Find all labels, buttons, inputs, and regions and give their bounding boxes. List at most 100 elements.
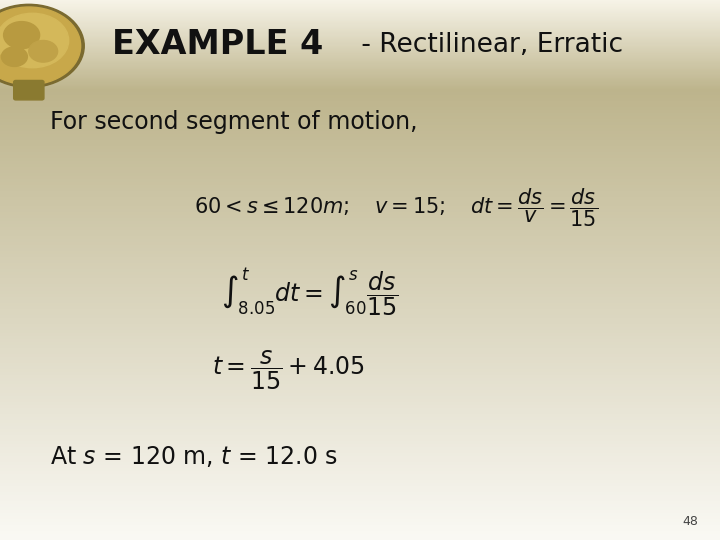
Bar xyxy=(0,405,720,408)
Bar xyxy=(0,66,720,67)
Bar xyxy=(0,450,720,453)
Text: - Rectilinear, Erratic: - Rectilinear, Erratic xyxy=(353,31,623,58)
Bar xyxy=(0,345,720,348)
Bar xyxy=(0,321,720,323)
Bar xyxy=(0,10,720,11)
Bar xyxy=(0,302,720,306)
Bar xyxy=(0,3,720,4)
Bar xyxy=(0,231,720,233)
Circle shape xyxy=(0,7,81,85)
Bar xyxy=(0,11,720,12)
Bar xyxy=(0,480,720,483)
Bar xyxy=(0,393,720,396)
Bar xyxy=(0,89,720,92)
Bar xyxy=(0,266,720,269)
Bar xyxy=(0,50,720,51)
Bar xyxy=(0,21,720,22)
Bar xyxy=(0,140,720,143)
Bar xyxy=(0,119,720,122)
Bar xyxy=(0,287,720,291)
Bar xyxy=(0,84,720,85)
Bar xyxy=(0,537,720,540)
Bar xyxy=(0,348,720,350)
Bar xyxy=(0,474,720,477)
Bar xyxy=(0,22,720,23)
Bar xyxy=(0,83,720,84)
Bar xyxy=(0,185,720,188)
Bar xyxy=(0,78,720,79)
Bar xyxy=(0,40,720,41)
Bar xyxy=(0,285,720,287)
Bar xyxy=(0,51,720,52)
Bar xyxy=(0,24,720,25)
Bar xyxy=(0,504,720,507)
Bar xyxy=(0,70,720,71)
Bar xyxy=(0,204,720,206)
Bar xyxy=(0,245,720,248)
Bar xyxy=(0,462,720,465)
Bar xyxy=(0,173,720,176)
Circle shape xyxy=(4,22,40,49)
Bar xyxy=(0,390,720,393)
Bar xyxy=(0,215,720,218)
Bar xyxy=(0,459,720,462)
FancyBboxPatch shape xyxy=(14,80,44,100)
Bar xyxy=(0,146,720,149)
Bar xyxy=(0,525,720,528)
Bar xyxy=(0,59,720,60)
Bar xyxy=(0,279,720,281)
Text: 48: 48 xyxy=(683,515,698,528)
Bar xyxy=(0,14,720,15)
Bar xyxy=(0,107,720,110)
Bar xyxy=(0,468,720,471)
Bar xyxy=(0,435,720,438)
Bar xyxy=(0,80,720,82)
Bar xyxy=(0,47,720,48)
Bar xyxy=(0,68,720,69)
Bar xyxy=(0,260,720,264)
Bar xyxy=(0,155,720,158)
Bar xyxy=(0,507,720,510)
Bar xyxy=(0,417,720,420)
Bar xyxy=(0,37,720,38)
Bar xyxy=(0,92,720,95)
Bar xyxy=(0,9,720,10)
Bar xyxy=(0,281,720,285)
Bar xyxy=(0,167,720,170)
Bar xyxy=(0,19,720,20)
Bar xyxy=(0,327,720,329)
Bar xyxy=(0,152,720,155)
Bar xyxy=(0,128,720,131)
Bar xyxy=(0,26,720,28)
Bar xyxy=(0,492,720,495)
Bar xyxy=(0,294,720,296)
Bar xyxy=(0,72,720,73)
Circle shape xyxy=(0,14,68,68)
Bar xyxy=(0,87,720,88)
Bar xyxy=(0,49,720,50)
Bar xyxy=(0,98,720,101)
Bar xyxy=(0,426,720,429)
Bar xyxy=(0,36,720,37)
Bar xyxy=(0,312,720,314)
Bar xyxy=(0,486,720,489)
Bar xyxy=(0,432,720,435)
Bar xyxy=(0,18,720,19)
Bar xyxy=(0,191,720,194)
Bar xyxy=(0,110,720,113)
Bar xyxy=(0,67,720,68)
Text: EXAMPLE 4: EXAMPLE 4 xyxy=(112,28,323,61)
Bar xyxy=(0,5,720,6)
Bar xyxy=(0,402,720,405)
Text: $t = \dfrac{s}{15} + 4.05$: $t = \dfrac{s}{15} + 4.05$ xyxy=(212,348,364,392)
Bar xyxy=(0,131,720,134)
Bar xyxy=(0,183,720,185)
Bar xyxy=(0,381,720,384)
Bar xyxy=(0,69,720,70)
Bar xyxy=(0,323,720,327)
Bar xyxy=(0,237,720,239)
Bar xyxy=(0,366,720,369)
Bar xyxy=(0,23,720,24)
Bar xyxy=(0,354,720,356)
Bar xyxy=(0,513,720,516)
